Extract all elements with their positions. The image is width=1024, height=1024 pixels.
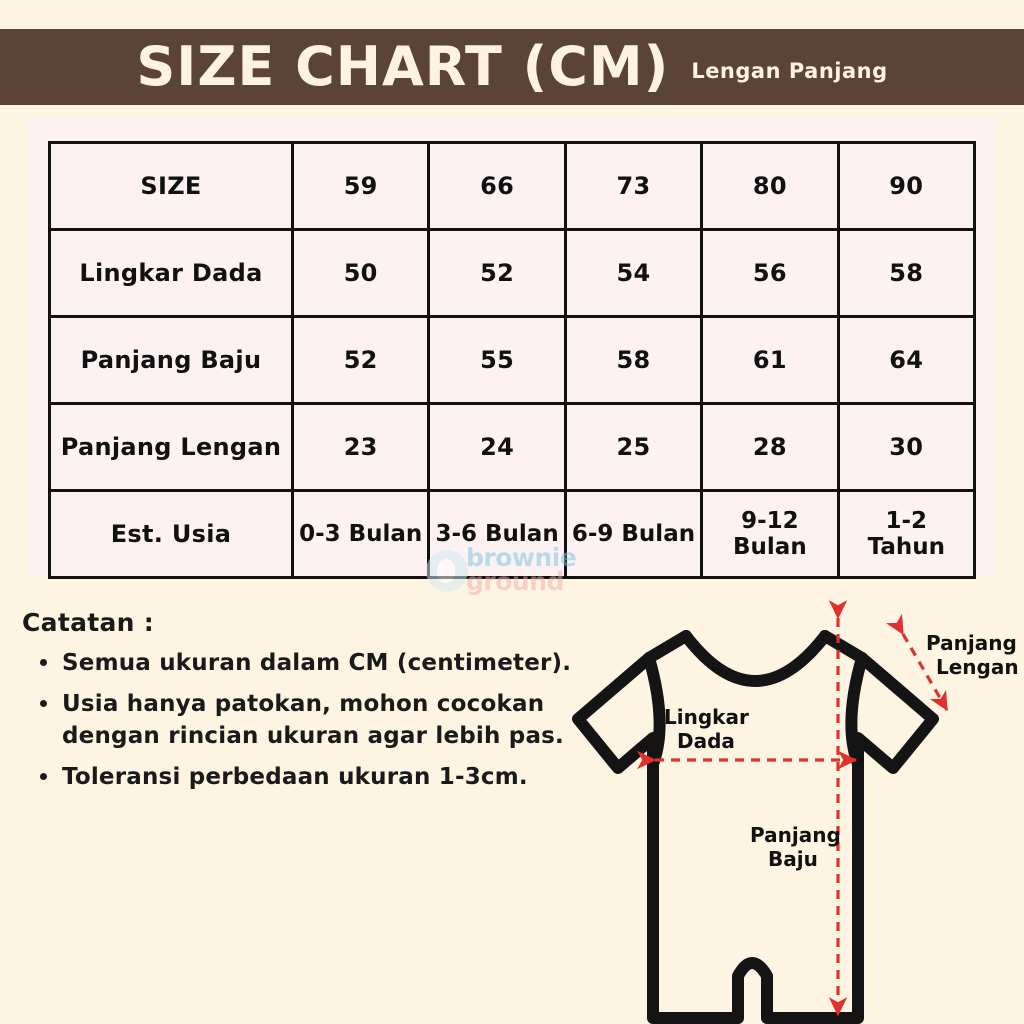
cell-lengan-80: 28 bbox=[700, 402, 840, 492]
header-band: SIZE CHART (CM) Lengan Panjang bbox=[0, 29, 1024, 105]
cell-lengan-73: 25 bbox=[563, 402, 704, 492]
note-item: Toleransi perbedaan ukuran 1-3cm. bbox=[40, 761, 582, 794]
cell-usia-80: 9-12 Bulan bbox=[700, 489, 840, 579]
cell-lengan-90: 30 bbox=[836, 402, 977, 492]
cell-size-90: 90 bbox=[836, 141, 977, 231]
cell-usia-90: 1-2 Tahun bbox=[836, 489, 977, 579]
label-lingkar-dada: Lingkar bbox=[664, 705, 749, 729]
cell-usia-66: 3-6 Bulan bbox=[427, 489, 567, 579]
table-row: Panjang Lengan 23 24 25 28 30 bbox=[48, 402, 977, 492]
cell-baju-80: 61 bbox=[700, 315, 840, 405]
row-label-panjang-baju: Panjang Baju bbox=[48, 315, 294, 405]
label-panjang-lengan: Panjang bbox=[926, 631, 1017, 655]
note-item: Semua ukuran dalam CM (centimeter). bbox=[40, 647, 582, 680]
label-panjang-baju-2: Baju bbox=[768, 847, 818, 871]
page-title: SIZE CHART (CM) bbox=[136, 35, 670, 98]
note-item: Usia hanya patokan, mohon cocokan dengan… bbox=[40, 688, 582, 753]
cell-baju-90: 64 bbox=[836, 315, 977, 405]
cell-size-59: 59 bbox=[290, 141, 431, 231]
size-table-panel: SIZE 59 66 73 80 90 Lingkar Dada 50 52 5… bbox=[28, 118, 996, 594]
label-lingkar-dada-2: Dada bbox=[677, 729, 735, 753]
cell-dada-80: 56 bbox=[700, 228, 840, 318]
size-chart-table: SIZE 59 66 73 80 90 Lingkar Dada 50 52 5… bbox=[48, 141, 977, 579]
cell-baju-59: 52 bbox=[290, 315, 431, 405]
cell-dada-59: 50 bbox=[290, 228, 431, 318]
table-row: Est. Usia 0-3 Bulan 3-6 Bulan 6-9 Bulan … bbox=[48, 489, 977, 579]
cell-baju-73: 58 bbox=[563, 315, 704, 405]
table-row: SIZE 59 66 73 80 90 bbox=[48, 141, 977, 231]
garment-diagram: Lingkar Dada Panjang Baju Panjang Lengan bbox=[556, 578, 1024, 1024]
notes-section: Catatan : Semua ukuran dalam CM (centime… bbox=[22, 608, 582, 802]
cell-dada-90: 58 bbox=[836, 228, 977, 318]
header-subtitle: Lengan Panjang bbox=[691, 58, 888, 83]
cell-size-80: 80 bbox=[700, 141, 840, 231]
row-label-size: SIZE bbox=[48, 141, 294, 231]
notes-title: Catatan : bbox=[22, 608, 155, 637]
cell-size-73: 73 bbox=[563, 141, 704, 231]
row-label-lingkar-dada: Lingkar Dada bbox=[48, 228, 294, 318]
cell-usia-73: 6-9 Bulan bbox=[563, 489, 704, 579]
cell-dada-73: 54 bbox=[563, 228, 704, 318]
table-row: Panjang Baju 52 55 58 61 64 bbox=[48, 315, 977, 405]
cell-baju-66: 55 bbox=[427, 315, 567, 405]
row-label-panjang-lengan: Panjang Lengan bbox=[48, 402, 294, 492]
table-row: Lingkar Dada 50 52 54 56 58 bbox=[48, 228, 977, 318]
cell-dada-66: 52 bbox=[427, 228, 567, 318]
row-label-est-usia: Est. Usia bbox=[48, 489, 294, 579]
notes-list: Semua ukuran dalam CM (centimeter). Usia… bbox=[22, 647, 582, 794]
cell-size-66: 66 bbox=[427, 141, 567, 231]
cell-lengan-66: 24 bbox=[427, 402, 567, 492]
label-panjang-baju: Panjang bbox=[750, 823, 841, 847]
cell-usia-59: 0-3 Bulan bbox=[290, 489, 431, 579]
label-panjang-lengan-2: Lengan bbox=[936, 655, 1019, 679]
cell-lengan-59: 23 bbox=[290, 402, 431, 492]
